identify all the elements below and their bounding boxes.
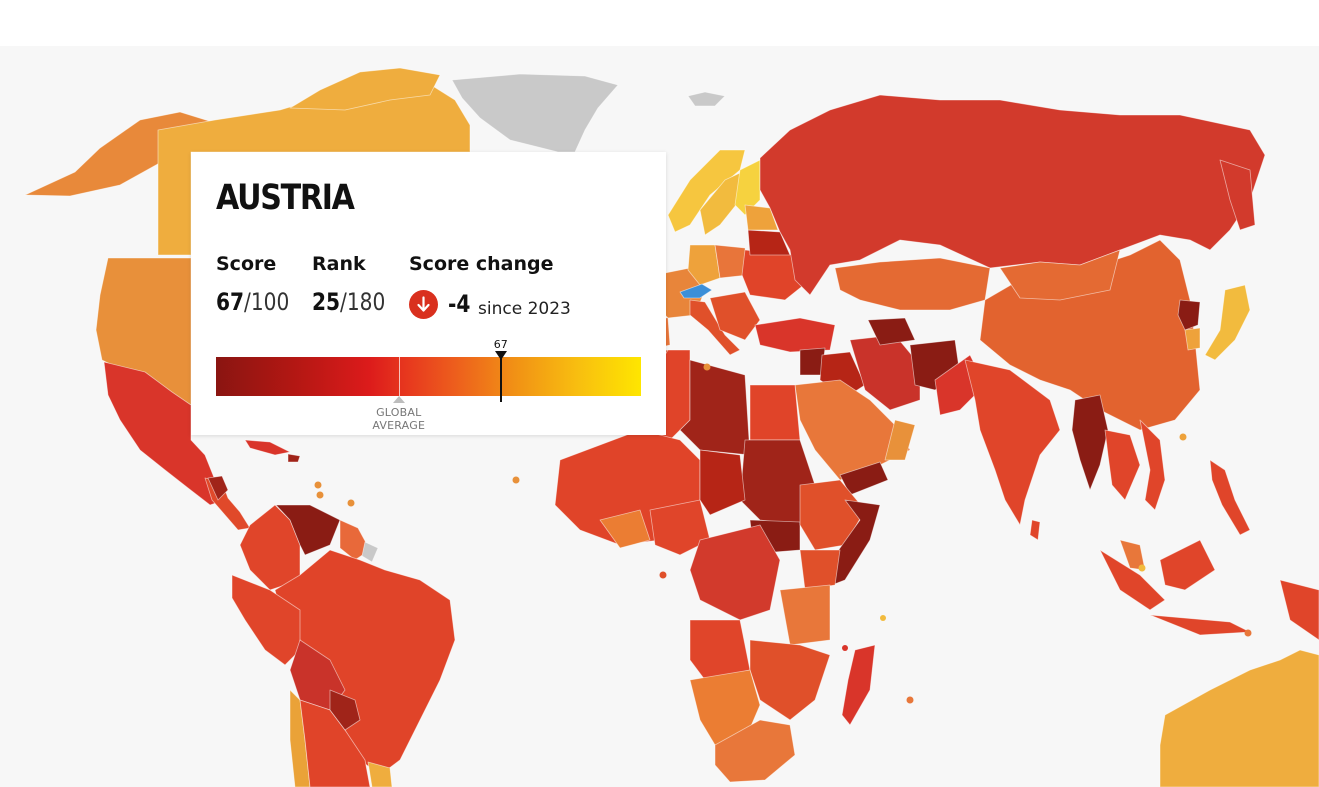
score-value: 67/100 [216, 288, 289, 316]
country-nigeria[interactable] [649, 499, 711, 556]
world-map [24, 67, 1319, 787]
country-turkey[interactable] [754, 317, 836, 353]
global-average-line [398, 357, 400, 396]
country-venezuela[interactable] [275, 504, 341, 556]
score-scale-bar [216, 357, 641, 396]
island-brunei[interactable] [1179, 433, 1187, 441]
country-malaysia[interactable] [1119, 539, 1146, 571]
country-chad[interactable] [699, 449, 746, 516]
country-haiti[interactable] [287, 453, 301, 463]
island-mauritius[interactable] [906, 696, 914, 704]
country-italy[interactable] [689, 299, 741, 356]
country-greenland[interactable] [451, 73, 619, 153]
island-bahamas[interactable] [314, 481, 322, 489]
score-marker-line [499, 357, 502, 402]
country-kenya[interactable] [799, 549, 841, 591]
country-south-korea[interactable] [1184, 327, 1201, 351]
country-philippines[interactable] [1209, 459, 1251, 536]
country-libya[interactable] [679, 359, 751, 456]
country-name-title: AUSTRIA [216, 178, 355, 218]
country-madagascar[interactable] [841, 644, 876, 726]
island-sao-tome[interactable] [659, 571, 667, 579]
country-austria[interactable] [679, 283, 713, 299]
score-max: /100 [244, 288, 290, 316]
country-south-africa[interactable] [714, 719, 796, 783]
score-change-value: -4 [448, 290, 471, 318]
country-north-korea[interactable] [1177, 299, 1201, 331]
rank-number: 25 [312, 288, 341, 316]
score-change-label: Score change [409, 253, 554, 275]
country-peru[interactable] [231, 574, 301, 666]
island-lesser-antilles-1[interactable] [316, 491, 324, 499]
country-baltics[interactable] [744, 204, 779, 231]
island-cape-verde[interactable] [512, 476, 520, 484]
arrow-down-icon [409, 290, 438, 319]
country-egypt[interactable] [749, 384, 801, 441]
rank-max: /180 [340, 288, 386, 316]
country-angola[interactable] [689, 619, 751, 681]
country-myanmar[interactable] [1071, 394, 1109, 491]
country-mongolia[interactable] [999, 249, 1121, 301]
island-comoros[interactable] [842, 645, 848, 651]
island-lesser-antilles-2[interactable] [347, 499, 355, 507]
country-balkans[interactable] [709, 291, 761, 341]
country-turkmenistan[interactable] [867, 317, 916, 346]
country-kazakhstan[interactable] [834, 257, 991, 311]
score-number: 67 [216, 288, 245, 316]
country-tanzania[interactable] [779, 584, 831, 646]
country-thailand[interactable] [1104, 429, 1141, 501]
country-cuba[interactable] [244, 439, 291, 456]
country-japan[interactable] [1204, 284, 1251, 361]
island-singapore[interactable] [1138, 564, 1146, 572]
country-germany[interactable] [687, 244, 721, 286]
score-marker-pointer-icon [494, 351, 507, 360]
country-indonesia[interactable] [1099, 539, 1319, 641]
country-oman[interactable] [884, 419, 916, 461]
country-india[interactable] [964, 359, 1061, 526]
country-zambia-mozambique[interactable] [749, 639, 831, 721]
country-iceland[interactable] [687, 91, 726, 107]
global-average-label: GLOBAL AVERAGE [372, 406, 426, 432]
country-belarus[interactable] [747, 229, 791, 256]
country-central-africa[interactable] [689, 524, 781, 621]
island-malta[interactable] [703, 363, 711, 371]
country-honduras[interactable] [207, 475, 229, 501]
country-detail-card: AUSTRIA Score Rank Score change 67/100 2… [191, 152, 666, 435]
country-russia[interactable] [759, 94, 1266, 296]
country-sri-lanka[interactable] [1029, 519, 1041, 541]
country-canada-islands[interactable] [289, 67, 441, 111]
country-guiana[interactable] [361, 541, 379, 563]
country-paraguay[interactable] [329, 689, 361, 731]
score-change-since: since 2023 [478, 299, 571, 319]
country-vietnam[interactable] [1139, 419, 1166, 511]
island-seychelles[interactable] [880, 615, 886, 621]
island-timor-leste[interactable] [1244, 629, 1252, 637]
rank-value: 25/180 [312, 288, 385, 316]
country-australia[interactable] [1159, 649, 1319, 787]
country-ghana-senegal[interactable] [599, 509, 651, 549]
score-marker-label: 67 [493, 338, 508, 351]
country-russia-kamchatka[interactable] [1219, 159, 1256, 231]
rank-label: Rank [312, 253, 366, 275]
score-label: Score [216, 253, 277, 275]
country-uruguay[interactable] [367, 761, 393, 787]
global-average-marker-icon [392, 396, 405, 403]
country-somalia[interactable] [831, 499, 881, 586]
